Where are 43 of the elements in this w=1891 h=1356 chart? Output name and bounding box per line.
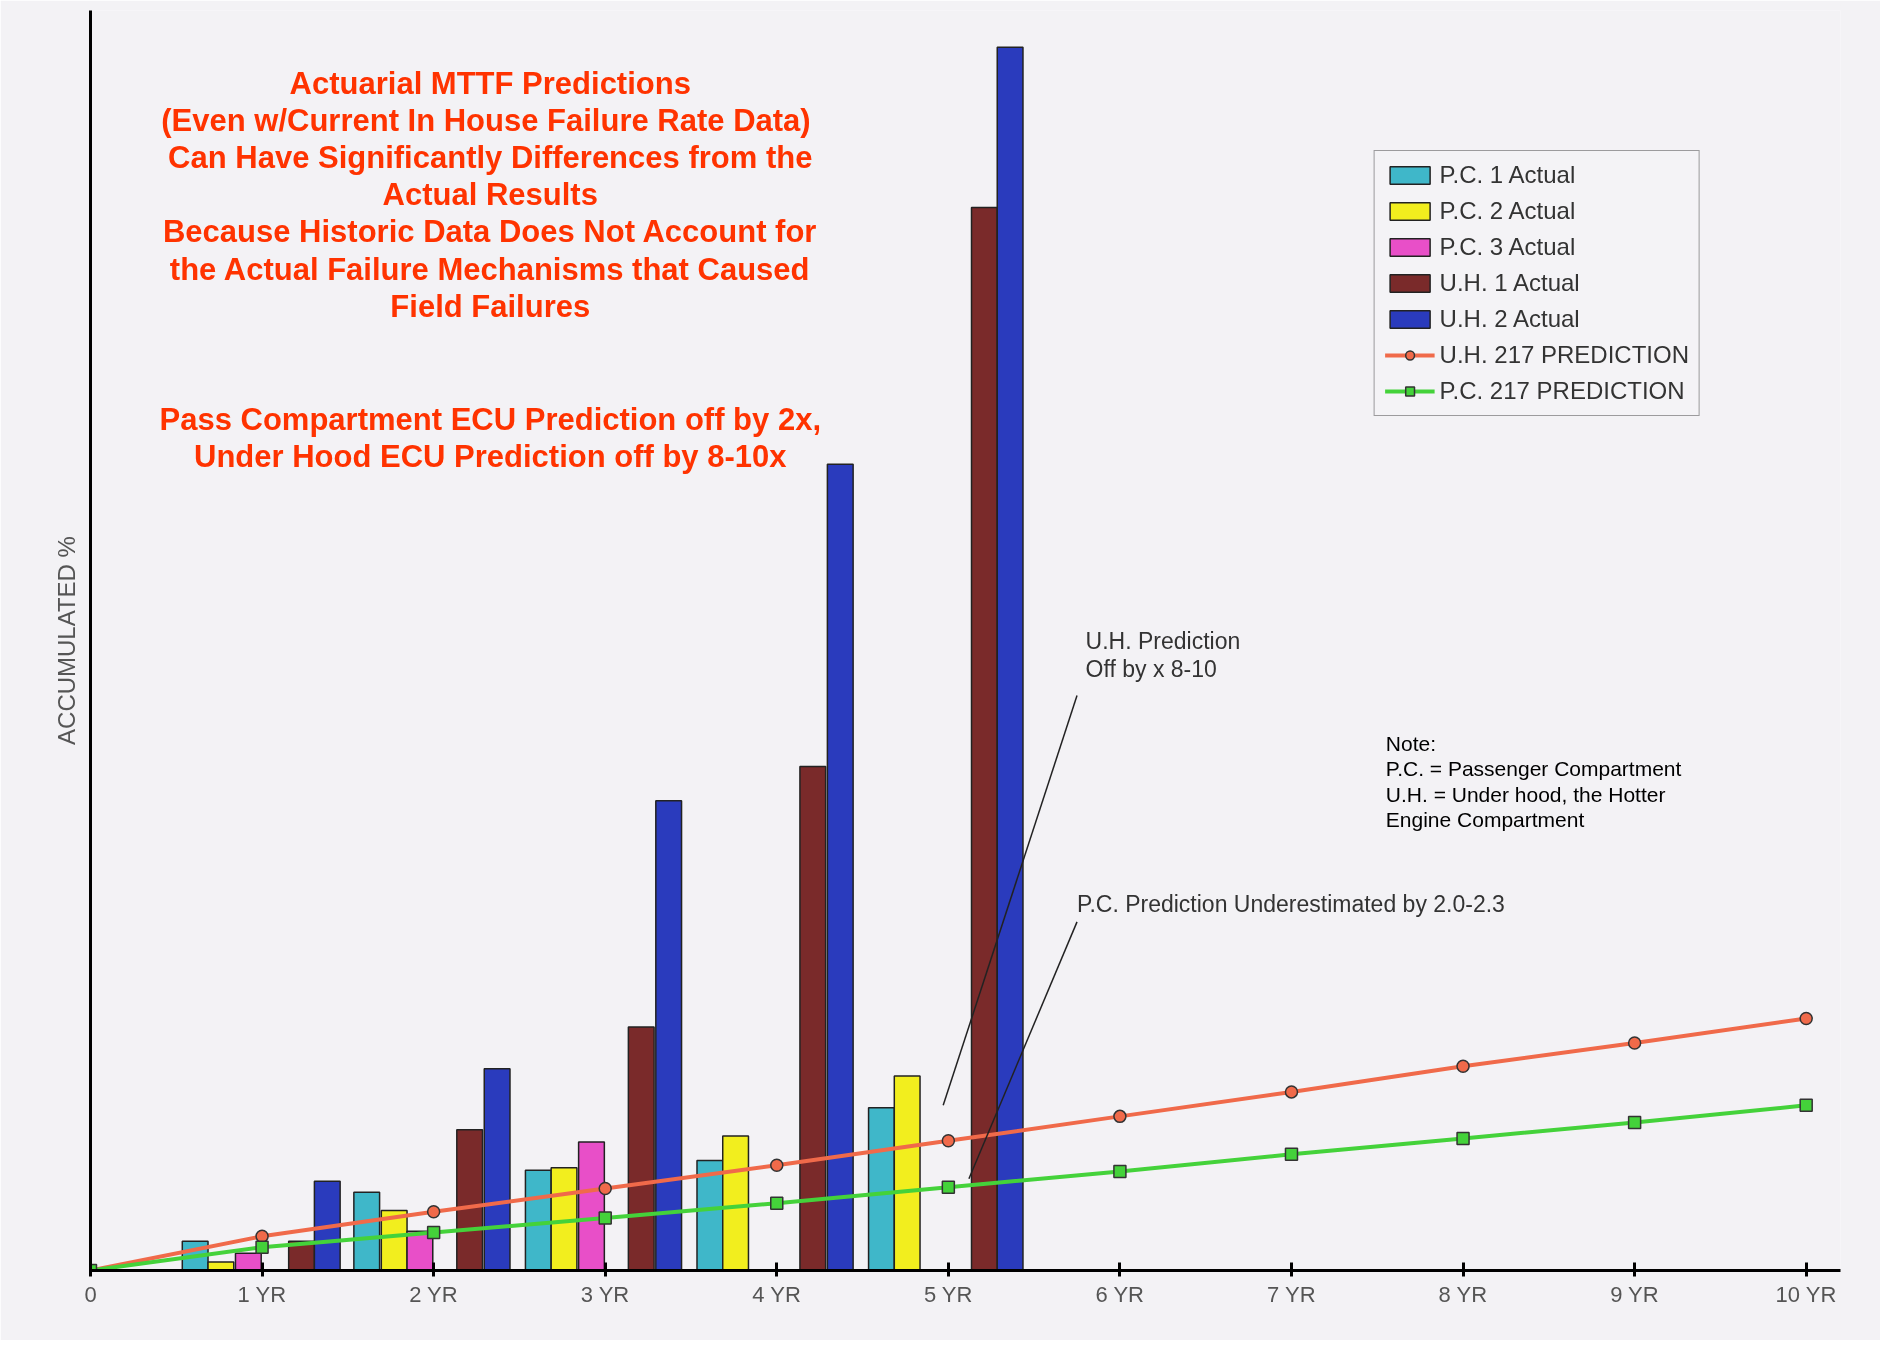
point bbox=[770, 1196, 784, 1210]
legend-label: P.C. 1 Actual bbox=[1439, 161, 1576, 189]
legend-label: P.C. 217 PREDICTION bbox=[1439, 377, 1685, 405]
point bbox=[1284, 1085, 1299, 1099]
annotation: U.H. Prediction Off by x 8-10 bbox=[1085, 628, 1241, 682]
x-tick-label: 3 YR bbox=[580, 1281, 630, 1307]
y-axis-title: ACCUMULATED % bbox=[52, 536, 80, 745]
x-tick-label: 6 YR bbox=[1095, 1281, 1144, 1307]
point bbox=[1799, 1011, 1813, 1026]
annotation: P.C. Prediction Underestimated by 2.0-2.3 bbox=[1077, 891, 1505, 918]
x-tick-label: 8 YR bbox=[1438, 1281, 1488, 1307]
annotation: Actuarial MTTF Predictions (Even w/Current In House Failure Rate Data) Can Have Significantly Differences from the Actual Results Because Historic Data Does Not Account for the Actual Failure Mechanisms that Caused Field Failures bbox=[161, 65, 817, 324]
point bbox=[1627, 1115, 1642, 1130]
point bbox=[1284, 1147, 1299, 1162]
point bbox=[1627, 1036, 1642, 1050]
legend-label: P.C. 2 Actual bbox=[1439, 197, 1576, 225]
x-tick-label: 5 YR bbox=[923, 1281, 973, 1307]
point bbox=[1113, 1164, 1127, 1179]
legend-label: U.H. 2 Actual bbox=[1439, 305, 1580, 333]
x-tick-label: 0 bbox=[84, 1281, 97, 1307]
x-tick-label: 1 YR bbox=[237, 1281, 287, 1307]
legend-label: P.C. 3 Actual bbox=[1439, 233, 1576, 261]
point bbox=[255, 1240, 269, 1255]
legend-label: U.H. 217 PREDICTION bbox=[1439, 341, 1689, 369]
annotation: Pass Compartment ECU Prediction off by 2x, Under Hood ECU Prediction off by 8-10x bbox=[159, 401, 821, 475]
x-tick-label: 4 YR bbox=[752, 1281, 801, 1307]
point bbox=[1799, 1098, 1813, 1113]
point bbox=[1456, 1059, 1470, 1073]
x-tick-label: 7 YR bbox=[1267, 1281, 1316, 1307]
point bbox=[941, 1180, 956, 1195]
x-tick-label: 10 YR bbox=[1775, 1281, 1837, 1307]
point bbox=[1113, 1109, 1127, 1124]
point bbox=[598, 1211, 612, 1225]
legend-label: U.H. 1 Actual bbox=[1439, 269, 1580, 297]
point bbox=[426, 1205, 441, 1219]
point bbox=[426, 1225, 441, 1240]
x-tick-label: 2 YR bbox=[409, 1281, 458, 1307]
x-tick-label: 9 YR bbox=[1610, 1281, 1659, 1307]
point bbox=[598, 1181, 612, 1196]
annotation: Note: P.C. = Passenger Compartment U.H. = Under hood, the Hotter Engine Compartment bbox=[1385, 732, 1682, 831]
point bbox=[941, 1134, 956, 1148]
point bbox=[1456, 1131, 1470, 1146]
point bbox=[770, 1158, 784, 1173]
